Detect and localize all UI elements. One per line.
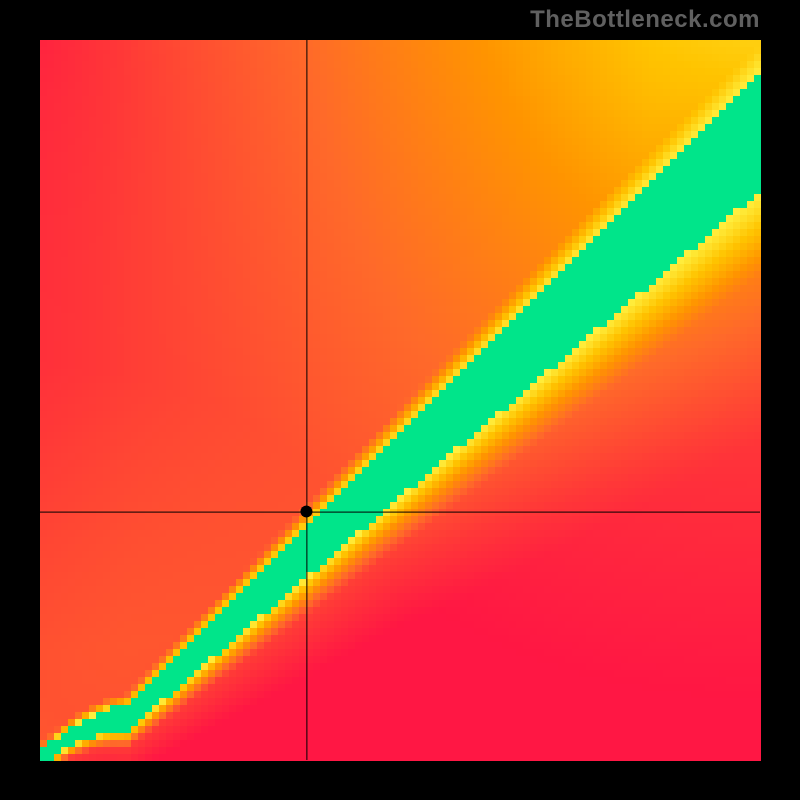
watermark-text: TheBottleneck.com [530, 6, 760, 34]
bottleneck-heatmap [0, 0, 800, 800]
chart-container: TheBottleneck.com [0, 0, 800, 800]
